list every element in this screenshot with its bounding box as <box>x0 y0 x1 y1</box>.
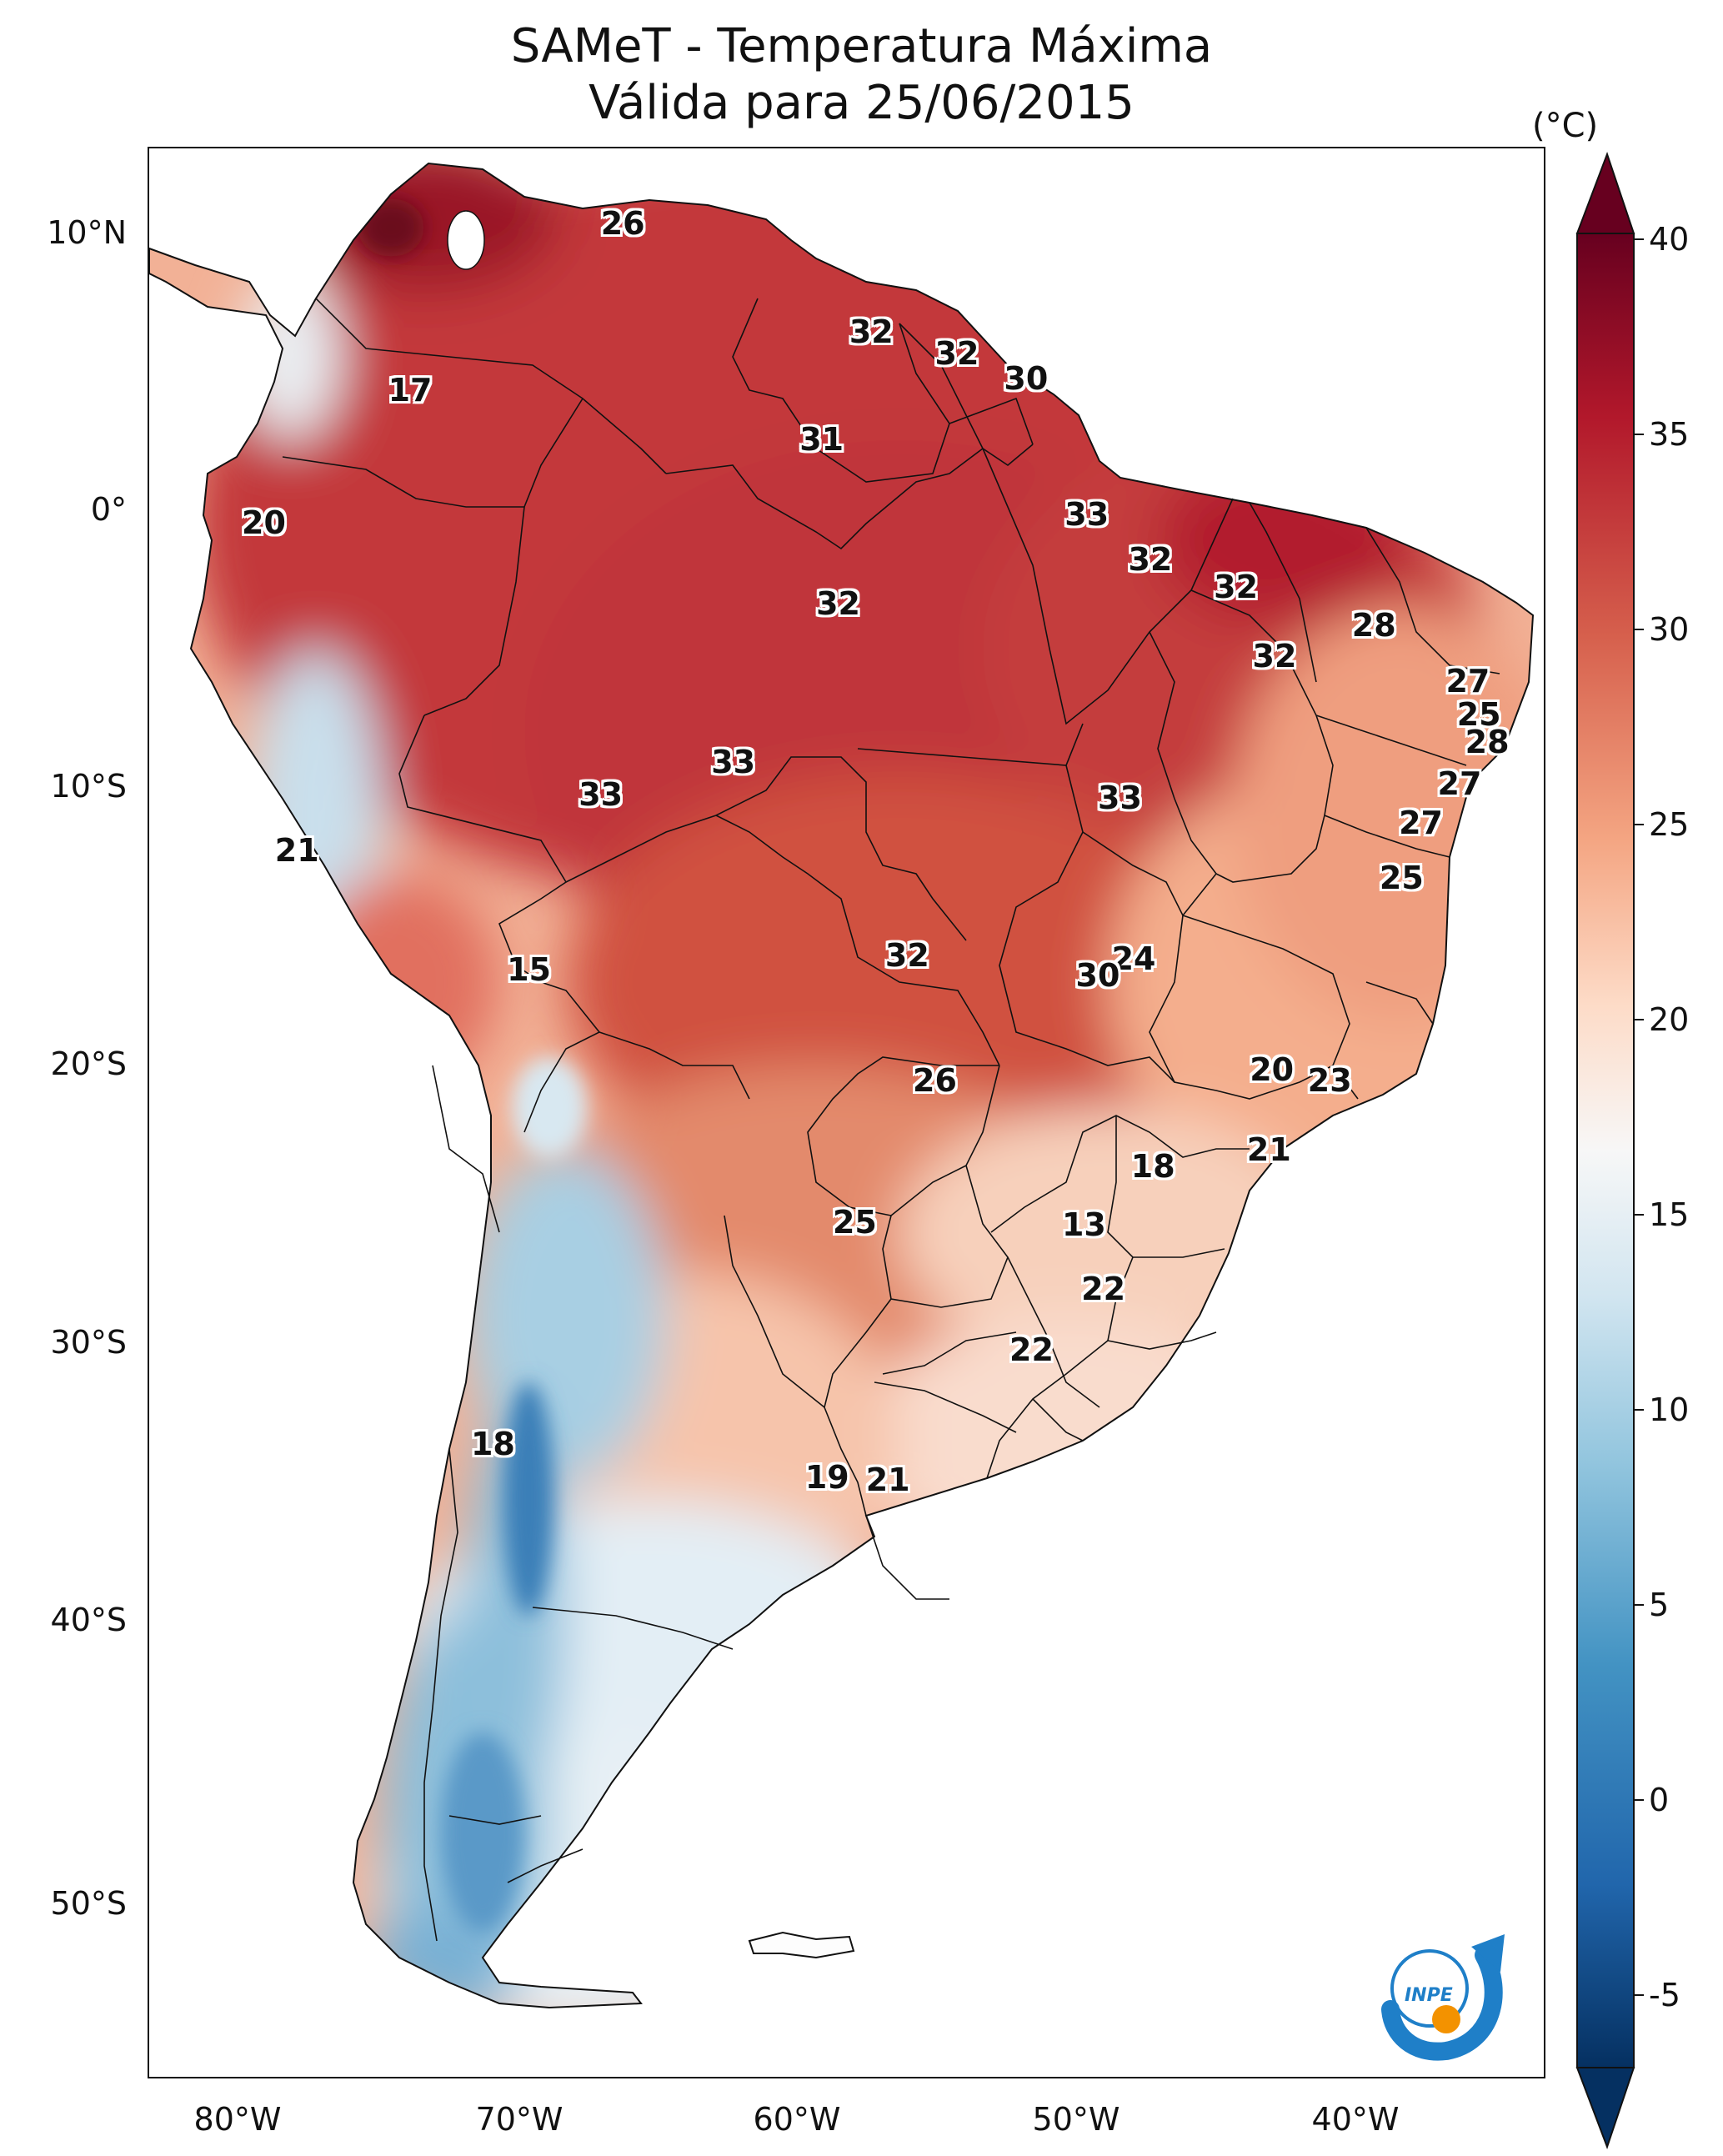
title-line-1: SAMeT - Temperatura Máxima <box>510 19 1213 73</box>
colorbar-label-30: 30 <box>1649 611 1690 648</box>
title-line-2: Válida para 25/06/2015 <box>589 76 1134 130</box>
contour-label: 33 <box>579 776 624 814</box>
contour-label: 21 <box>274 831 319 869</box>
contour-label: 33 <box>1064 496 1109 534</box>
colorbar-label-15: 15 <box>1649 1196 1690 1233</box>
lon-label-40w: 40°W <box>1311 2101 1400 2138</box>
contour-label: 28 <box>1351 607 1396 644</box>
contour-label: 15 <box>507 951 551 989</box>
colorbar-label-minus5: -5 <box>1649 1977 1680 2013</box>
lat-label-30s: 30°S <box>50 1324 127 1361</box>
contour-label: 22 <box>1081 1270 1126 1307</box>
lon-label-80w: 80°W <box>193 2101 282 2138</box>
contour-label: 27 <box>1437 765 1482 803</box>
contour-label: 13 <box>1061 1206 1106 1244</box>
contour-label: 32 <box>849 313 894 350</box>
colorbar-label-20: 20 <box>1649 1001 1690 1038</box>
contour-label: 25 <box>1456 695 1501 733</box>
contour-label: 25 <box>832 1203 877 1241</box>
lat-label-50s: 50°S <box>50 1885 127 1922</box>
lat-label-0: 0° <box>90 491 127 528</box>
inpe-logo: INPE <box>1381 1934 1505 2061</box>
colorbar-tick-5 <box>1634 1604 1644 1606</box>
contour-label: 20 <box>1250 1050 1295 1088</box>
colorbar-tick-10 <box>1634 1409 1644 1411</box>
colorbar-label-25: 25 <box>1649 806 1690 843</box>
contour-label: 21 <box>865 1462 910 1499</box>
contour-label: 32 <box>1252 638 1297 675</box>
lon-label-60w: 60°W <box>753 2101 841 2138</box>
contour-label: 32 <box>816 584 860 622</box>
lat-label-20s: 20°S <box>50 1045 127 1082</box>
colorbar-label-5: 5 <box>1649 1587 1670 1623</box>
contour-label: 30 <box>1004 360 1049 398</box>
colorbar-top-extend <box>1575 152 1635 234</box>
contour-label: 18 <box>470 1426 515 1463</box>
contour-label: 25 <box>1379 860 1424 897</box>
contour-label: 17 <box>388 371 433 409</box>
lat-label-10n: 10°N <box>47 214 127 251</box>
contour-label: 27 <box>1445 662 1490 699</box>
contour-label: 21 <box>1246 1131 1291 1169</box>
contour-label: 32 <box>1214 568 1259 605</box>
colorbar-body <box>1576 233 1635 2068</box>
contour-label: 31 <box>799 421 844 459</box>
lon-label-50w: 50°W <box>1032 2101 1120 2138</box>
contour-label: 23 <box>1307 1062 1352 1100</box>
contour-label: 20 <box>242 504 286 542</box>
colorbar-tick-15 <box>1634 1214 1644 1216</box>
colorbar <box>1575 152 1635 2149</box>
contour-label: 28 <box>1465 724 1510 761</box>
lon-label-70w: 70°W <box>475 2101 563 2138</box>
lat-label-10s: 10°S <box>50 768 127 805</box>
colorbar-tick-0 <box>1634 1799 1644 1801</box>
colorbar-label-35: 35 <box>1649 416 1690 453</box>
map-panel: 26 17 32 32 30 31 33 20 32 32 32 28 32 27 25 28 33 27 33 33… <box>148 147 1545 2078</box>
colorbar-tick-35 <box>1634 434 1644 435</box>
contour-label: 18 <box>1130 1148 1175 1186</box>
lat-label-40s: 40°S <box>50 1602 127 1638</box>
contour-label: 26 <box>913 1062 957 1100</box>
country-borders <box>282 298 1500 1942</box>
temperature-map <box>149 162 1535 2009</box>
contour-label: 33 <box>711 743 756 780</box>
colorbar-bottom-extend <box>1575 2067 1635 2149</box>
lake-maracaibo <box>447 210 485 270</box>
colorbar-label-10: 10 <box>1649 1391 1690 1428</box>
colorbar-tick-20 <box>1634 1019 1644 1020</box>
contour-label: 19 <box>804 1459 849 1497</box>
colorbar-tick-40 <box>1634 238 1644 240</box>
colorbar-label-40: 40 <box>1649 221 1690 258</box>
colorbar-unit: (°C) <box>1532 107 1599 145</box>
contour-label: 32 <box>934 335 979 373</box>
contour-label: 32 <box>884 937 929 975</box>
contour-label: 22 <box>1009 1331 1054 1369</box>
contour-label: 30 <box>1075 956 1120 994</box>
inpe-logo-text: INPE <box>1405 1985 1453 2006</box>
contour-label: 32 <box>1128 540 1173 578</box>
colorbar-tick-25 <box>1634 824 1644 825</box>
contour-label: 33 <box>1098 779 1142 816</box>
colorbar-tick-minus5 <box>1634 1994 1644 1996</box>
contour-label: 24 <box>1111 940 1156 977</box>
coastline <box>149 162 1535 2009</box>
falkland-islands <box>748 1931 855 1959</box>
colorbar-tick-30 <box>1634 629 1644 630</box>
contour-label: 27 <box>1399 804 1444 841</box>
contour-label: 26 <box>600 204 645 242</box>
map-title: SAMeT - Temperatura Máxima Válida para 2… <box>0 18 1723 132</box>
colorbar-label-0: 0 <box>1649 1782 1670 1818</box>
